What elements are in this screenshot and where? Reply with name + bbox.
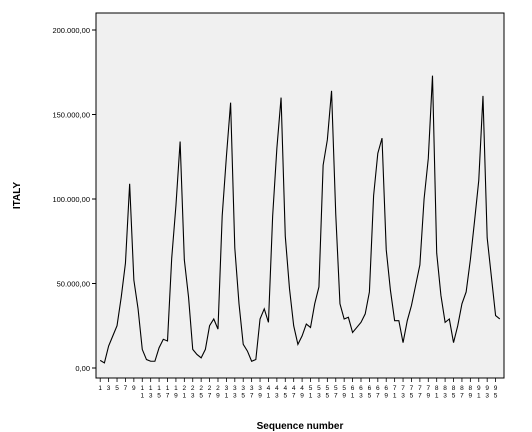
x-tick-label: 3 [107,385,111,392]
x-tick-label: 7 [124,385,128,392]
series-line [99,75,501,364]
y-tick-label: 200.000,00 [52,26,90,35]
x-tick-label: 1 [98,385,102,392]
y-tick-label: 0,00 [75,364,90,373]
y-tick-label: 150.000,00 [52,111,90,120]
plot-area [95,12,505,379]
y-tick-label: 50.000,00 [57,280,90,289]
x-tick-label: 9 [132,385,136,392]
y-axis-title: ITALY [12,182,23,210]
x-axis: 1 3 5 7 9 1 11 31 51 71 92 12 32 52 72 93 13 33 53 73 94 14 34… [98,378,498,400]
x-tick-label: 5 [115,385,119,392]
y-tick-label: 100.000,00 [52,195,90,204]
y-axis: 0,00 50.000,00 100.000,00 150.000,00 200.000… [52,26,96,373]
x-axis-title: Sequence number [257,421,344,432]
